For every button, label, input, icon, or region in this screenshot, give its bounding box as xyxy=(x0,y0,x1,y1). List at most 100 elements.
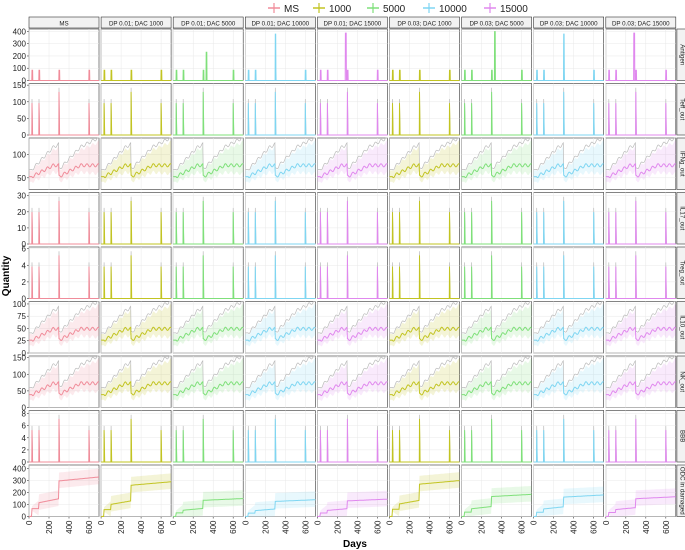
reference-line xyxy=(317,137,388,171)
panel xyxy=(172,192,244,245)
series-line xyxy=(605,326,677,342)
panel xyxy=(100,301,172,354)
series-line xyxy=(605,163,677,179)
series-line xyxy=(317,498,388,517)
series-band xyxy=(533,140,604,183)
x-tick-label: 400 xyxy=(426,520,435,534)
series-band xyxy=(389,140,460,183)
series-band xyxy=(173,304,244,347)
row-label: Antigen xyxy=(678,44,685,66)
column-strip xyxy=(605,16,677,29)
column-label: DP 0.01; DAC 10000 xyxy=(251,21,309,28)
series-line xyxy=(173,326,244,342)
panel xyxy=(100,192,172,245)
series-line xyxy=(461,326,532,342)
panel-frame xyxy=(100,83,172,136)
series-line xyxy=(533,418,604,463)
panel xyxy=(317,464,388,517)
series-line xyxy=(173,51,244,81)
series-line xyxy=(245,255,316,299)
series-line xyxy=(245,33,316,81)
series-line xyxy=(533,163,604,179)
y-tick-label: 2 xyxy=(22,278,27,287)
panel xyxy=(605,28,677,81)
panel-frame xyxy=(389,192,460,245)
row-label: Teff_out xyxy=(678,98,685,120)
reference-line xyxy=(533,355,604,389)
panel-frame xyxy=(605,410,677,463)
panel-frame xyxy=(389,410,460,463)
y-axis-label: Quantity xyxy=(1,255,12,296)
column-label: MS xyxy=(59,21,68,28)
panel xyxy=(245,410,316,463)
series-band xyxy=(29,304,99,347)
y-tick-label: 100 xyxy=(13,64,27,73)
panel xyxy=(28,83,100,136)
x-tick-label: 0 xyxy=(530,520,539,525)
y-tick-label: 0 xyxy=(22,295,27,304)
row-label: Treg_out xyxy=(678,260,685,285)
x-tick-label: 200 xyxy=(333,520,342,534)
series-line xyxy=(533,200,604,245)
series-line xyxy=(389,91,460,136)
panel xyxy=(100,137,172,190)
y-tick-label: 100 xyxy=(13,300,27,309)
panel xyxy=(605,83,677,136)
panel xyxy=(245,137,316,190)
panel xyxy=(533,28,605,81)
panel xyxy=(389,137,460,190)
panel xyxy=(245,83,316,136)
panel xyxy=(172,28,244,81)
series-band xyxy=(101,358,172,401)
panel-frame xyxy=(245,464,316,517)
column-label: DP 0.01; DAC 1000 xyxy=(109,21,164,28)
y-tick-label: 0 xyxy=(22,77,27,86)
panel-frame xyxy=(605,83,677,136)
series-line xyxy=(317,255,388,299)
panel-frame xyxy=(533,83,605,136)
series-line xyxy=(533,255,604,299)
x-tick-label: 200 xyxy=(406,520,415,534)
panel xyxy=(245,301,316,354)
panel xyxy=(172,410,244,463)
x-tick-label: 600 xyxy=(446,520,455,534)
panel xyxy=(533,355,605,408)
x-tick-label: 0 xyxy=(458,520,467,525)
panel xyxy=(245,192,316,245)
panel xyxy=(533,410,605,463)
series-line xyxy=(173,91,244,136)
panel-frame xyxy=(245,83,316,136)
series-line xyxy=(389,381,460,397)
panel-frame xyxy=(100,192,172,245)
reference-line xyxy=(173,355,244,389)
column-strip xyxy=(389,16,460,29)
legend-label: MS xyxy=(284,4,299,15)
series-line xyxy=(29,476,99,517)
column-label: DP 0.03; DAC 1000 xyxy=(397,21,452,28)
series-line xyxy=(389,480,460,517)
series-line xyxy=(605,200,676,245)
panel-frame xyxy=(389,83,460,136)
reference-line xyxy=(101,137,172,171)
y-tick-label: 4 xyxy=(22,434,27,443)
panel xyxy=(28,301,100,354)
series-line xyxy=(605,255,676,299)
y-tick-label: 75 xyxy=(17,312,26,321)
series-line xyxy=(317,91,388,136)
x-tick-label: 600 xyxy=(518,520,527,534)
y-tick-label: 30 xyxy=(17,192,26,201)
x-tick-label: 400 xyxy=(570,520,579,534)
panel-frame xyxy=(605,28,677,81)
row-label: ODC in damaged xyxy=(678,467,685,515)
reference-line xyxy=(29,301,99,334)
series-line xyxy=(29,326,100,342)
series-band xyxy=(461,304,532,347)
panel xyxy=(28,137,100,190)
panel xyxy=(605,301,677,354)
panel xyxy=(533,137,605,190)
row-label: BBB xyxy=(678,430,685,442)
series-line xyxy=(245,200,316,245)
panel xyxy=(461,410,532,463)
y-tick-label: 0 xyxy=(22,349,27,358)
x-tick-label: 600 xyxy=(662,520,671,534)
